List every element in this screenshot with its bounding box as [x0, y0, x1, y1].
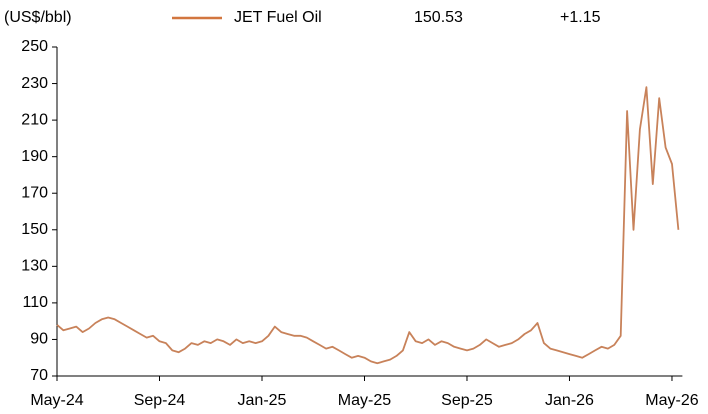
x-tick-label: May-26 — [645, 392, 698, 409]
latest-value: 150.53 — [414, 9, 463, 26]
y-tick-label: 110 — [22, 294, 48, 311]
y-tick-label: 190 — [21, 148, 48, 165]
x-tick-label: Jan-26 — [545, 392, 594, 409]
change-value: +1.15 — [560, 9, 601, 26]
x-tick-label: May-25 — [338, 392, 391, 409]
data-line — [56, 86, 680, 365]
y-tick-label: 90 — [30, 331, 48, 348]
y-tick-label: 230 — [21, 75, 48, 92]
x-tick-label: May-24 — [30, 392, 83, 409]
x-tick-label: Sep-24 — [134, 392, 186, 409]
y-tick-label: 250 — [21, 38, 48, 55]
y-tick-label: 210 — [21, 111, 48, 128]
x-tick-label: Sep-25 — [441, 392, 493, 409]
x-tick-label: Jan-25 — [238, 392, 287, 409]
y-tick-label: 150 — [21, 221, 48, 238]
legend-label: JET Fuel Oil — [234, 9, 322, 26]
y-tick-label: 130 — [21, 258, 48, 275]
y-tick-label: 170 — [21, 184, 48, 201]
y-tick-label: 70 — [30, 367, 48, 384]
y-axis-label: (US$/bbl) — [4, 9, 72, 26]
